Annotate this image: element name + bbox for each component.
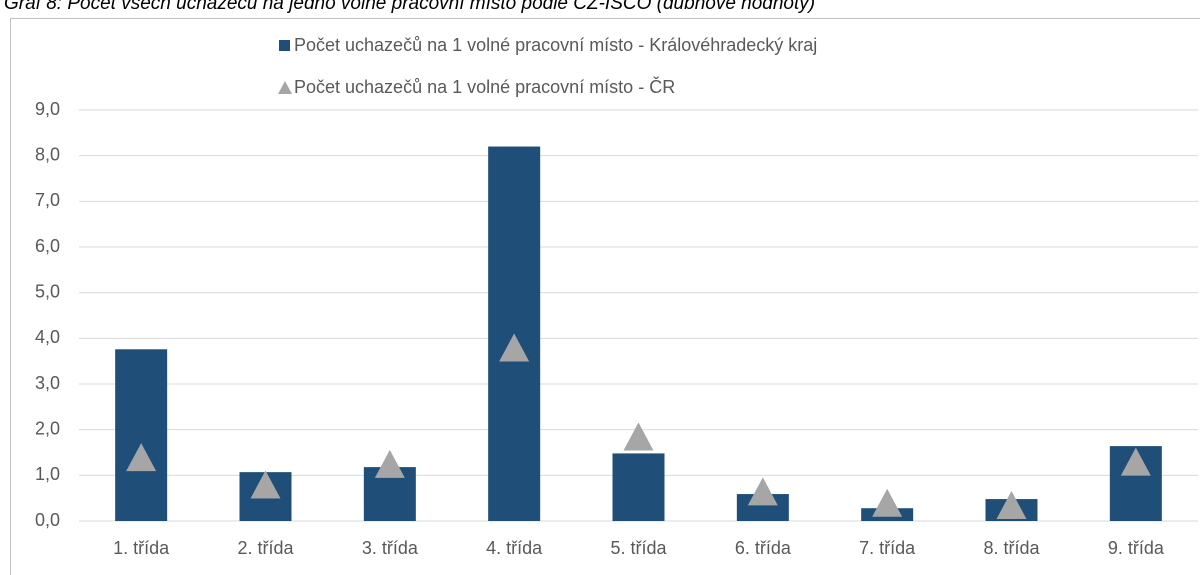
y-tick-label: 9,0 [35, 99, 60, 119]
triangle-marker [374, 449, 405, 478]
x-tick-label: 9. třída [1108, 538, 1165, 558]
triangle-marker [126, 443, 157, 472]
x-tick-label: 2. třída [237, 538, 294, 558]
y-tick-label: 7,0 [35, 190, 60, 210]
y-tick-label: 0,0 [35, 510, 60, 530]
x-tick-label: 6. třída [735, 538, 792, 558]
x-tick-label: 1. třída [113, 538, 170, 558]
triangle-marker [499, 333, 530, 362]
triangle-marker [1120, 447, 1151, 476]
x-tick-label: 8. třída [983, 538, 1040, 558]
y-tick-label: 1,0 [35, 464, 60, 484]
x-tick-label: 7. třída [859, 538, 916, 558]
triangle-marker [996, 491, 1027, 520]
legend-swatch [279, 40, 290, 51]
chart-title: Graf 8: Počet všech uchazečů na jedno vo… [4, 0, 815, 14]
y-tick-label: 8,0 [35, 144, 60, 164]
triangle-marker [747, 477, 778, 506]
chart-frame [10, 18, 1200, 575]
bar [115, 349, 168, 521]
y-tick-label: 6,0 [35, 236, 60, 256]
x-tick-label: 5. třída [610, 538, 667, 558]
triangle-marker [250, 470, 281, 499]
y-tick-label: 2,0 [35, 418, 60, 438]
triangle-marker [872, 488, 903, 517]
legend-swatch [278, 81, 292, 94]
legend-label: Počet uchazečů na 1 volné pracovní místo… [294, 35, 817, 55]
x-tick-label: 4. třída [486, 538, 543, 558]
y-tick-label: 4,0 [35, 327, 60, 347]
triangle-marker [623, 422, 654, 451]
bar [612, 453, 665, 521]
y-tick-label: 5,0 [35, 281, 60, 301]
y-tick-label: 3,0 [35, 373, 60, 393]
legend-label: Počet uchazečů na 1 volné pracovní místo… [294, 76, 675, 97]
x-tick-label: 3. třída [362, 538, 419, 558]
